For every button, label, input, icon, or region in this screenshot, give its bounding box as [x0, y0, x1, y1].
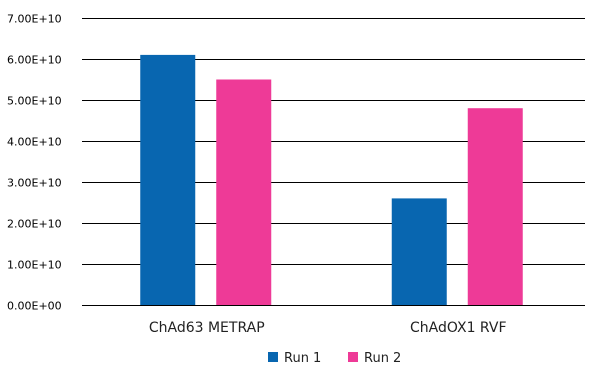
y-tick-label: 6.00E+10: [7, 54, 62, 67]
y-tick-label: 2.00E+10: [7, 218, 62, 231]
x-category-label: ChAdOX1 RVF: [410, 320, 507, 336]
bar-run-2-1: [467, 108, 523, 305]
y-tick-label: 0.00E+00: [7, 300, 62, 313]
legend-swatch: [348, 352, 358, 362]
bar-run-1-0: [140, 54, 196, 306]
bar-run-2-0: [216, 79, 272, 305]
y-tick-label: 3.00E+10: [7, 177, 62, 190]
legend-label: Run 1: [284, 351, 321, 366]
y-tick-label: 4.00E+10: [7, 136, 62, 149]
bar-run-1-1: [391, 198, 447, 305]
legend: Run 1 Run 2: [268, 351, 401, 366]
y-tick-label: 5.00E+10: [7, 95, 62, 108]
x-category-label: ChAd63 METRAP: [149, 320, 265, 336]
bars: [140, 54, 523, 306]
legend-label: Run 2: [364, 351, 401, 366]
y-tick-label: 7.00E+10: [7, 13, 62, 26]
y-axis-tick-labels: 0.00E+00 1.00E+10 2.00E+10 3.00E+10 4.00E+10…: [7, 13, 62, 313]
legend-swatch: [268, 352, 278, 362]
y-tick-label: 1.00E+10: [7, 259, 62, 272]
x-axis-category-labels: ChAd63 METRAP ChAdOX1 RVF: [149, 320, 507, 336]
